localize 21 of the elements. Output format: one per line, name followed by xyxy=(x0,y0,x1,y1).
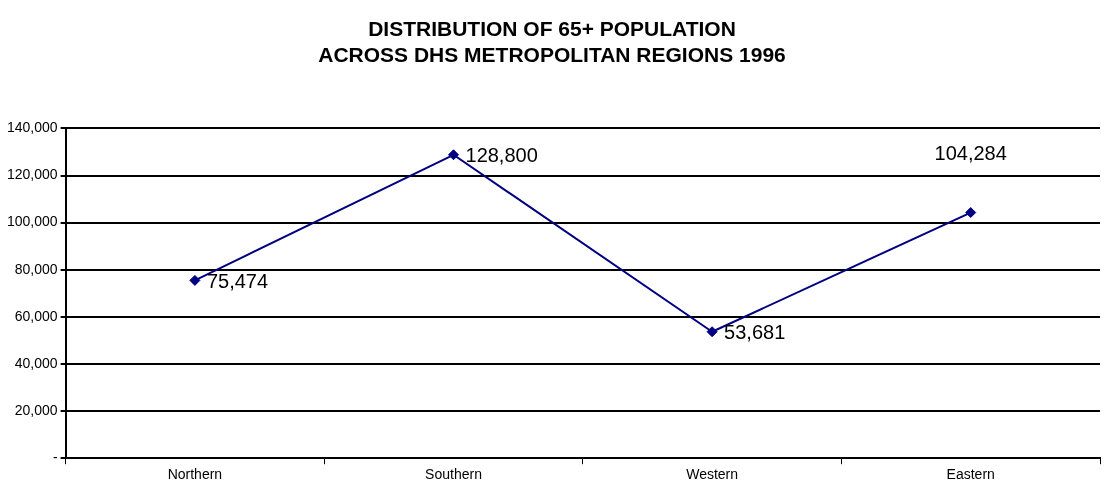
point xyxy=(706,326,718,338)
x-tick-label: Western xyxy=(686,466,739,483)
point xyxy=(448,149,459,161)
data-label: 128,800 xyxy=(465,144,538,167)
chart-title: DISTRIBUTION OF 65+ POPULATION ACROSS DHS METROPOLITAN REGIONS 1996 xyxy=(318,17,786,66)
point xyxy=(189,274,201,286)
y-tick-label: 20,000 xyxy=(14,401,58,418)
y-tick-label: 140,000 xyxy=(7,119,58,136)
data-label: 104,284 xyxy=(934,142,1007,165)
x-tick-label: Southern xyxy=(425,466,482,483)
y-tick-label: 100,000 xyxy=(7,213,58,230)
y-tick-label: 120,000 xyxy=(7,166,58,183)
y-tick-label: 40,000 xyxy=(14,354,58,371)
point xyxy=(965,207,977,219)
y-tick-label: 80,000 xyxy=(14,260,58,277)
x-tick-label: Northern xyxy=(167,466,223,483)
data-label: 75,474 xyxy=(206,269,269,292)
y-tick-label: - xyxy=(52,449,58,466)
y-tick-label: 60,000 xyxy=(14,307,58,324)
x-tick-label: Eastern xyxy=(946,466,995,483)
data-label: 53,681 xyxy=(724,321,786,344)
